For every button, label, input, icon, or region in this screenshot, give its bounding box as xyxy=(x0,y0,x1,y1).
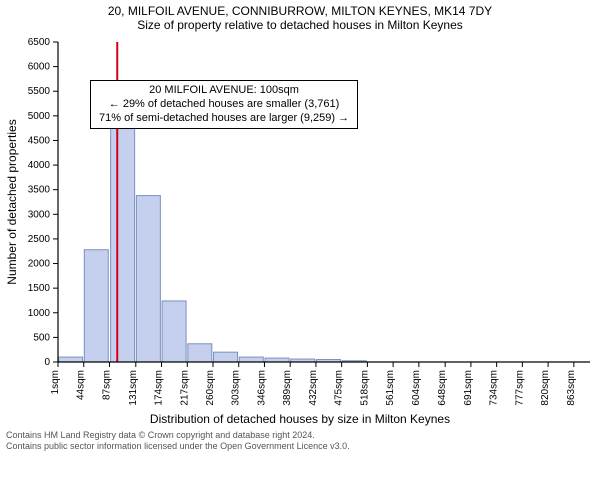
annotation-line-1: 20 MILFOIL AVENUE: 100sqm xyxy=(99,84,349,98)
svg-text:4500: 4500 xyxy=(28,135,51,146)
svg-text:174sqm: 174sqm xyxy=(154,370,165,406)
svg-text:604sqm: 604sqm xyxy=(411,370,422,406)
histogram-bar xyxy=(188,344,212,362)
svg-text:303sqm: 303sqm xyxy=(231,370,242,406)
histogram-bar xyxy=(136,196,160,362)
histogram-bar xyxy=(239,357,263,362)
annotation-line-2: ← 29% of detached houses are smaller (3,… xyxy=(99,98,349,112)
svg-text:518sqm: 518sqm xyxy=(359,370,370,406)
svg-text:2500: 2500 xyxy=(28,234,51,245)
histogram-bar xyxy=(84,250,108,362)
footer-line-1: Contains HM Land Registry data © Crown c… xyxy=(6,430,594,441)
chart-container: 0 500 1000 1500 2000 2500 3000 3500 4000 4500 5000… xyxy=(0,32,600,412)
svg-text:0: 0 xyxy=(44,357,50,368)
svg-text:131sqm: 131sqm xyxy=(128,370,139,406)
histogram-bar xyxy=(162,301,186,362)
svg-text:6000: 6000 xyxy=(28,62,51,73)
svg-text:5500: 5500 xyxy=(28,86,51,97)
histogram-bar xyxy=(59,357,83,362)
histogram-bar xyxy=(111,91,135,362)
svg-text:346sqm: 346sqm xyxy=(256,370,267,406)
svg-text:500: 500 xyxy=(33,332,50,343)
svg-text:1500: 1500 xyxy=(28,283,51,294)
histogram-bar xyxy=(214,352,238,362)
svg-text:820sqm: 820sqm xyxy=(540,370,551,406)
svg-text:5000: 5000 xyxy=(28,111,51,122)
svg-text:3500: 3500 xyxy=(28,185,51,196)
svg-text:217sqm: 217sqm xyxy=(179,370,190,406)
svg-text:648sqm: 648sqm xyxy=(437,370,448,406)
svg-text:1sqm: 1sqm xyxy=(50,370,61,394)
footer-line-2: Contains public sector information licen… xyxy=(6,441,594,452)
title-line-1: 20, MILFOIL AVENUE, CONNIBURROW, MILTON … xyxy=(0,4,600,18)
svg-text:44sqm: 44sqm xyxy=(76,370,87,400)
svg-text:561sqm: 561sqm xyxy=(385,370,396,406)
annotation-box: 20 MILFOIL AVENUE: 100sqm ← 29% of detac… xyxy=(90,80,358,129)
title-block: 20, MILFOIL AVENUE, CONNIBURROW, MILTON … xyxy=(0,0,600,32)
annotation-line-3: 71% of semi-detached houses are larger (… xyxy=(99,112,349,126)
title-line-2: Size of property relative to detached ho… xyxy=(0,18,600,32)
svg-text:1000: 1000 xyxy=(28,308,51,319)
svg-text:734sqm: 734sqm xyxy=(489,370,500,406)
svg-text:6500: 6500 xyxy=(28,37,51,48)
svg-text:3000: 3000 xyxy=(28,209,51,220)
svg-text:777sqm: 777sqm xyxy=(514,370,525,406)
footer: Contains HM Land Registry data © Crown c… xyxy=(0,426,600,453)
x-axis-label: Distribution of detached houses by size … xyxy=(0,412,600,426)
svg-text:4000: 4000 xyxy=(28,160,51,171)
svg-text:691sqm: 691sqm xyxy=(463,370,474,406)
svg-text:2000: 2000 xyxy=(28,259,51,270)
y-axis-label: Number of detached properties xyxy=(5,119,19,284)
svg-text:475sqm: 475sqm xyxy=(334,370,345,406)
svg-text:432sqm: 432sqm xyxy=(308,370,319,406)
svg-text:260sqm: 260sqm xyxy=(205,370,216,406)
svg-text:863sqm: 863sqm xyxy=(566,370,577,406)
svg-text:87sqm: 87sqm xyxy=(101,370,112,400)
svg-text:389sqm: 389sqm xyxy=(282,370,293,406)
